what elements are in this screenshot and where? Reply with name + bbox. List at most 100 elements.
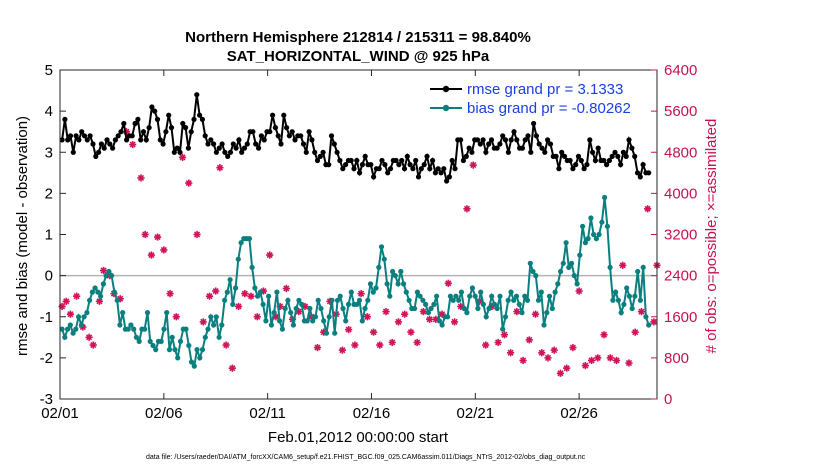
bias-series-point <box>414 289 420 295</box>
obs-count-point <box>100 266 108 275</box>
bias-series-point <box>607 264 613 270</box>
rmse-series-point <box>519 145 526 151</box>
rmse-series-point <box>328 133 335 139</box>
rmse-series-point <box>401 166 408 172</box>
rmse-series-point <box>154 116 161 122</box>
rmse-series-point <box>309 137 315 143</box>
bias-series-point <box>566 264 572 270</box>
rmse-series-point <box>399 157 405 164</box>
obs-count-point <box>222 341 230 349</box>
rmse-series-point <box>620 149 627 155</box>
rmse-series-point <box>480 137 486 143</box>
obs-count-stroke <box>73 293 80 300</box>
rmse-series-point <box>609 153 615 159</box>
bias-series-point <box>401 281 407 287</box>
bias-series-point <box>337 293 343 299</box>
y-left-tick-label: 1 <box>45 227 53 244</box>
obs-count-stroke <box>137 174 145 182</box>
obs-count-point <box>407 328 415 336</box>
rmse-series-point <box>337 157 343 164</box>
obs-count-stroke <box>644 205 651 212</box>
rmse-series-point <box>104 137 110 143</box>
rmse-series-point <box>171 149 177 155</box>
legend-bias-label: bias grand pr = -0.80262 <box>467 100 631 117</box>
rmse-series-point <box>531 120 537 127</box>
bias-series-point <box>599 219 605 225</box>
obs-count-point <box>147 251 155 259</box>
rmse-series-point <box>306 129 312 135</box>
rmse-series-point <box>96 149 102 155</box>
obs-count-point <box>166 290 174 298</box>
obs-count-point <box>345 326 353 334</box>
bias-series-point <box>626 293 633 299</box>
rmse-series-point <box>637 174 643 180</box>
bias-series-point <box>390 268 396 275</box>
bias-series-point <box>304 318 310 324</box>
obs-count-stroke <box>266 251 273 259</box>
rmse-series-point <box>458 137 464 143</box>
bias-series-point <box>450 297 456 303</box>
obs-count-point <box>444 279 452 287</box>
obs-count-stroke <box>154 233 161 241</box>
chart-subtitle: SAT_HORIZONTAL_WIND @ 925 hPa <box>227 48 490 65</box>
bias-series-point <box>125 326 131 332</box>
bias-series-point <box>133 334 139 340</box>
rmse-series-point <box>101 145 107 151</box>
bias-series-point <box>103 273 109 279</box>
obs-count-stroke <box>63 298 70 305</box>
bias-series-point <box>282 305 288 312</box>
bias-series-point <box>618 310 624 316</box>
obs-count-stroke <box>185 180 192 187</box>
rmse-series-point <box>67 133 74 139</box>
obs-count-stroke <box>457 303 464 310</box>
obs-count-point <box>95 297 104 305</box>
bias-series-point <box>588 215 594 221</box>
rmse-series-point <box>508 137 514 143</box>
rmse-series-point <box>138 137 144 143</box>
obs-count-stroke <box>301 303 309 310</box>
obs-count-stroke <box>129 141 136 148</box>
bias-series-point <box>213 314 219 320</box>
rmse-series-point <box>93 153 99 159</box>
rmse-series-point <box>559 149 565 155</box>
obs-count-point <box>587 356 596 365</box>
rmse-series-point <box>275 133 281 139</box>
obs-count-point <box>544 354 552 362</box>
bias-series-point <box>169 334 175 340</box>
rmse-series-point <box>340 166 346 172</box>
rmse-series-point <box>194 92 200 98</box>
obs-count-point <box>193 230 201 239</box>
rmse-series-point <box>227 149 234 155</box>
rmse-series-point <box>618 162 624 168</box>
rmse-series-point <box>421 162 427 168</box>
rmse-series-point <box>382 162 388 168</box>
obs-count-point <box>650 318 658 326</box>
rmse-series-point <box>542 149 548 155</box>
rmse-series-point <box>334 149 340 155</box>
obs-count-point <box>419 308 427 316</box>
rmse-series-point <box>152 108 158 114</box>
bias-series-point <box>516 301 522 307</box>
y-left-tick-label: 5 <box>45 62 53 79</box>
bias-series-point <box>76 314 82 320</box>
bias-series-point <box>453 293 459 299</box>
rmse-series-point <box>286 133 292 139</box>
rmse-series-point <box>500 133 506 139</box>
bias-series-point <box>271 310 277 316</box>
obs-count-point <box>507 349 515 357</box>
obs-count-stroke <box>588 357 595 364</box>
rmse-series-point <box>463 153 469 159</box>
obs-count-point <box>153 233 162 241</box>
obs-count-point <box>137 174 145 182</box>
y-right-tick-label: 800 <box>664 350 689 367</box>
rmse-series-point <box>578 157 584 164</box>
rmse-series-point <box>320 149 326 155</box>
rmse-series-point <box>432 170 438 176</box>
rmse-series-point <box>469 149 475 155</box>
obs-count-stroke <box>445 280 452 287</box>
bias-series-point <box>326 314 332 320</box>
y-left-tick-label: 4 <box>45 103 53 120</box>
y-right-tick-label: 5600 <box>664 103 697 120</box>
rmse-series-point <box>427 166 433 172</box>
rmse-series-point <box>326 162 332 168</box>
